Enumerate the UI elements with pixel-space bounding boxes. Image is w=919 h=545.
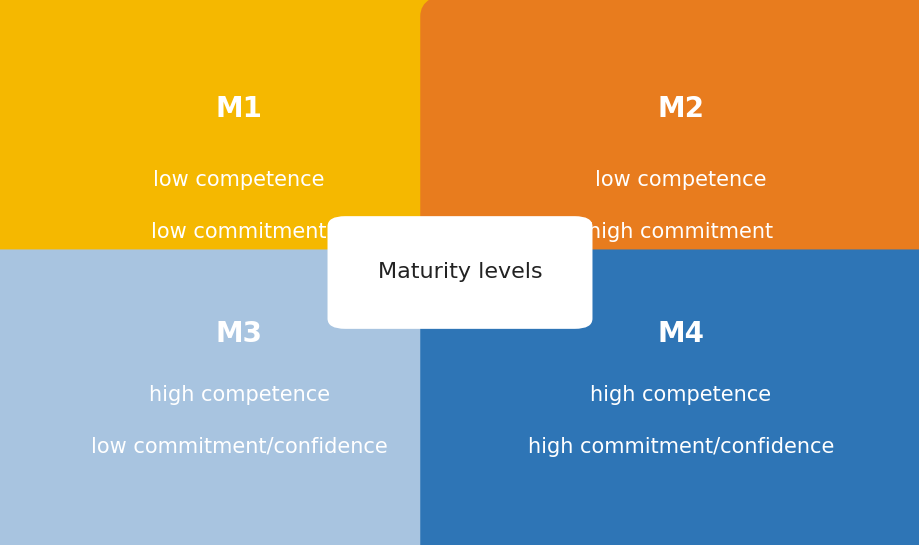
- Text: M1: M1: [216, 95, 262, 123]
- Text: low commitment/confidence: low commitment/confidence: [91, 437, 387, 457]
- Text: low commitment: low commitment: [152, 221, 326, 241]
- Text: Maturity levels: Maturity levels: [378, 263, 541, 282]
- FancyBboxPatch shape: [420, 250, 919, 545]
- Text: high commitment/confidence: high commitment/confidence: [527, 437, 834, 457]
- Text: high commitment: high commitment: [587, 221, 773, 241]
- FancyBboxPatch shape: [327, 216, 592, 329]
- Text: M2: M2: [656, 95, 704, 123]
- FancyBboxPatch shape: [420, 0, 919, 326]
- FancyBboxPatch shape: [0, 0, 499, 326]
- Text: low competence: low competence: [153, 170, 324, 190]
- Text: low competence: low competence: [595, 170, 766, 190]
- Text: M4: M4: [656, 320, 704, 348]
- Text: high competence: high competence: [590, 385, 770, 405]
- FancyBboxPatch shape: [0, 250, 499, 545]
- Text: high competence: high competence: [149, 385, 329, 405]
- Text: M3: M3: [215, 320, 263, 348]
